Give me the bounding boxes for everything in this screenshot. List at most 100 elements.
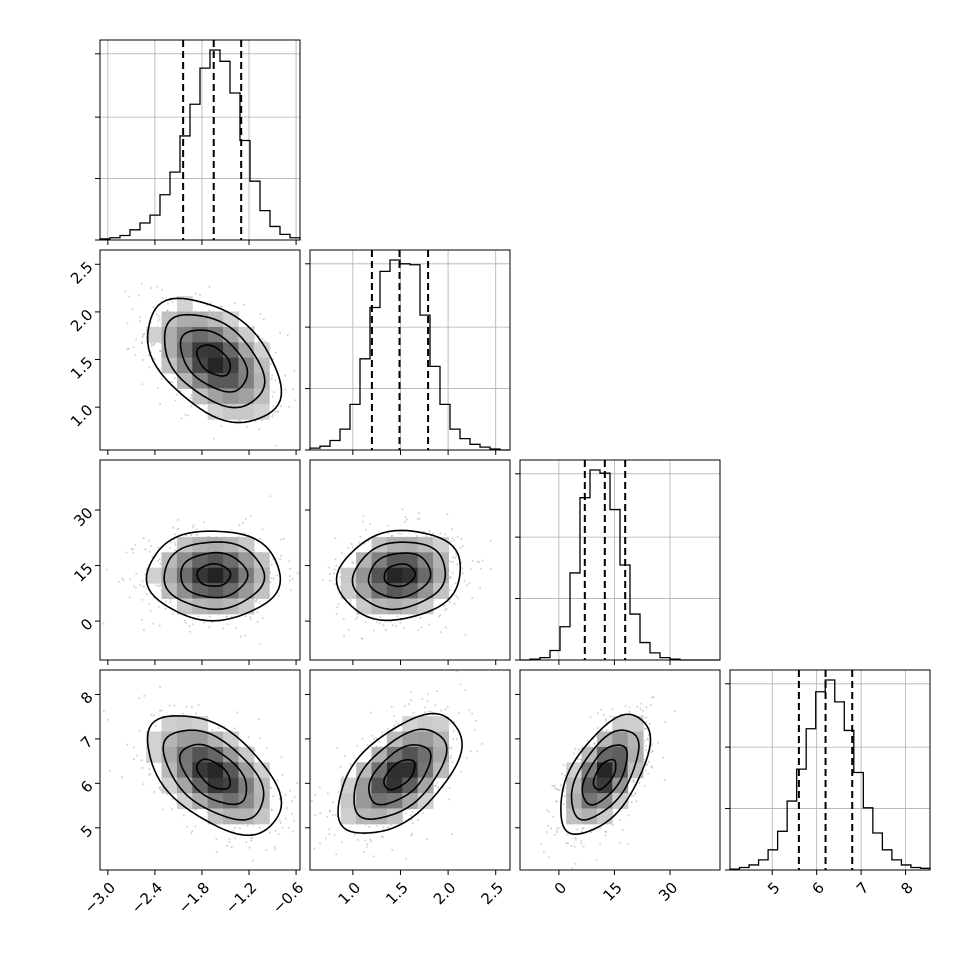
scatter-point: [410, 699, 413, 702]
scatter-point: [453, 602, 456, 605]
scatter-point: [272, 413, 275, 416]
scatter-point: [138, 320, 141, 323]
scatter-point: [226, 615, 228, 618]
scatter-point: [259, 643, 262, 646]
scatter-point: [375, 745, 378, 748]
scatter-point: [273, 845, 276, 848]
scatter-point: [628, 710, 631, 713]
scatter-point: [251, 859, 254, 862]
scatter-point: [134, 354, 137, 357]
scatter-point: [220, 425, 223, 427]
density-cell: [223, 731, 239, 748]
scatter-point: [255, 599, 258, 602]
scatter-point: [211, 728, 214, 731]
scatter-point: [436, 781, 439, 784]
density-cell: [238, 746, 255, 763]
scatter-point: [289, 567, 292, 570]
scatter-point: [549, 877, 551, 879]
scatter-point: [547, 810, 550, 813]
scatter-point: [369, 838, 371, 841]
scatter-point: [154, 724, 157, 727]
density-cell: [356, 552, 373, 569]
scatter-point: [291, 578, 294, 581]
scatter-point: [404, 812, 407, 815]
density-cell: [207, 357, 224, 374]
scatter-point: [217, 727, 220, 730]
scatter-point: [138, 729, 141, 732]
density-cell: [356, 793, 373, 809]
scatter-point: [364, 620, 367, 623]
scatter-point: [156, 559, 159, 562]
scatter-point: [405, 857, 407, 860]
scatter-point: [566, 842, 569, 845]
density-cell: [402, 793, 419, 809]
scatter-point: [448, 746, 451, 749]
density-cell: [238, 567, 255, 584]
scatter-point: [332, 572, 335, 575]
hist-frame-0: [99, 39, 301, 241]
scatter-point: [108, 769, 111, 772]
scatter-point: [644, 744, 647, 747]
scatter-point: [664, 720, 667, 723]
density-cell: [161, 342, 178, 359]
scatter-point: [481, 559, 484, 562]
scatter-point: [452, 556, 454, 559]
scatter-point: [270, 808, 273, 811]
density-cell: [402, 716, 419, 733]
scatter-point: [378, 622, 381, 625]
scatter-point: [141, 335, 144, 338]
scatter-point: [337, 791, 340, 793]
scatter-point: [195, 292, 197, 295]
scatter-point: [131, 548, 134, 551]
scatter-point: [481, 742, 484, 745]
scatter-point: [191, 830, 194, 833]
scatter-point: [152, 622, 155, 625]
scatter-point: [436, 786, 439, 789]
scatter-point: [128, 596, 131, 599]
scatter-point: [562, 763, 565, 766]
scatter-point: [141, 383, 144, 386]
scatter-point: [158, 787, 161, 790]
density-cell: [161, 716, 178, 733]
scatter-point: [360, 637, 363, 640]
scatter-point: [190, 832, 193, 835]
scatter-point: [645, 716, 648, 719]
scatter-point: [645, 749, 647, 752]
scatter-point: [161, 288, 164, 291]
density-cell: [371, 567, 388, 584]
scatter-point: [196, 528, 199, 531]
scatter-point: [361, 637, 364, 640]
scatter-point: [630, 801, 633, 804]
scatter-point: [328, 833, 331, 836]
scatter-point: [456, 536, 459, 539]
scatter-point: [595, 858, 598, 861]
scatter-point: [364, 528, 367, 531]
scatter-panel-1-0: [95, 249, 301, 455]
x-tick-label: 0: [551, 879, 570, 898]
density-cell: [176, 716, 193, 733]
scatter-point: [368, 826, 371, 828]
scatter-point: [269, 581, 272, 584]
scatter-point: [456, 670, 459, 673]
scatter-point: [449, 540, 452, 543]
scatter-point: [350, 543, 353, 545]
scatter-point: [191, 526, 194, 529]
density-cell: [612, 746, 629, 763]
scatter-point: [351, 561, 354, 564]
scatter-point: [431, 532, 434, 535]
scatter-point: [159, 562, 162, 565]
scatter-point: [427, 710, 430, 713]
scatter-point: [303, 588, 305, 590]
scatter-point: [238, 524, 241, 526]
scatter-point: [353, 756, 356, 759]
scatter-point: [329, 579, 332, 582]
scatter-point: [459, 546, 462, 549]
scatter-point: [236, 711, 239, 714]
scatter-point: [320, 874, 322, 876]
scatter-point: [259, 312, 262, 315]
scatter-point: [277, 833, 280, 836]
scatter-point: [434, 704, 437, 707]
scatter-point: [144, 548, 147, 551]
scatter-point: [174, 543, 177, 546]
scatter-point: [339, 765, 342, 768]
